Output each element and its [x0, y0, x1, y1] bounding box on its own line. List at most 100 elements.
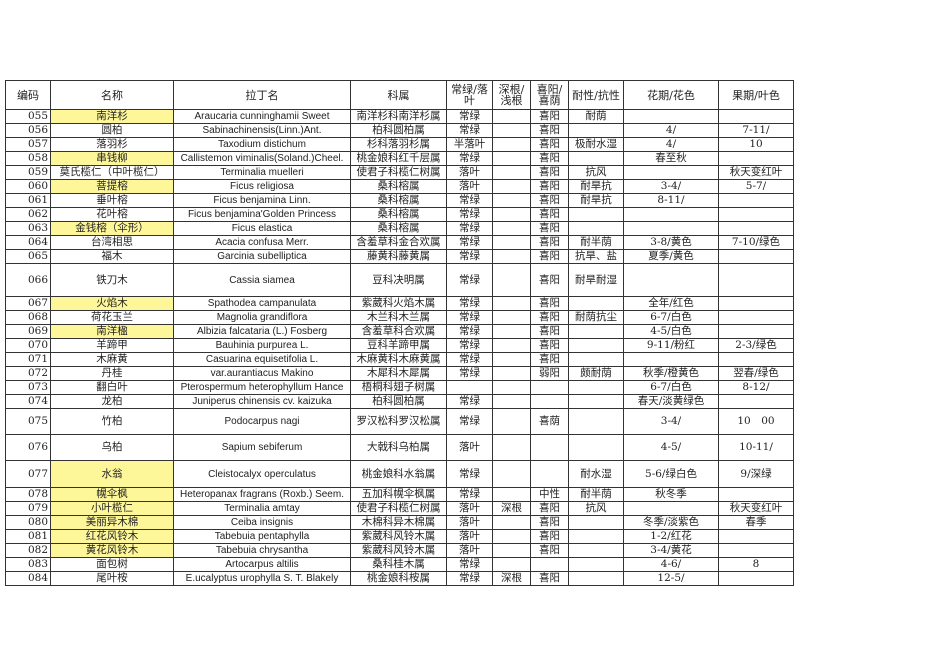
cell-tolerance[interactable] — [568, 324, 624, 339]
cell-family[interactable]: 使君子科榄仁树属 — [350, 165, 447, 180]
cell-tolerance[interactable] — [568, 352, 624, 367]
cell-name[interactable]: 菩提榕 — [50, 179, 174, 194]
cell-light[interactable]: 喜阳 — [530, 571, 569, 586]
cell-name[interactable]: 火焰木 — [50, 296, 174, 311]
cell-root-type[interactable] — [492, 207, 531, 222]
cell-latin-name[interactable]: Acacia confusa Merr. — [173, 235, 351, 250]
cell-fruiting[interactable] — [718, 324, 794, 339]
cell-tolerance[interactable] — [568, 296, 624, 311]
cell-tolerance[interactable] — [568, 221, 624, 236]
cell-light[interactable] — [530, 394, 569, 409]
cell-root-type[interactable] — [492, 394, 531, 409]
cell-leaf-type[interactable]: 落叶 — [446, 515, 493, 530]
cell-leaf-type[interactable]: 常绿 — [446, 296, 493, 311]
cell-light[interactable]: 喜阳 — [530, 501, 569, 516]
cell-tolerance[interactable]: 极耐水湿 — [568, 137, 624, 152]
cell-light[interactable]: 喜阳 — [530, 515, 569, 530]
cell-latin-name[interactable]: Bauhinia purpurea L. — [173, 338, 351, 353]
cell-family[interactable]: 杉科落羽杉属 — [350, 137, 447, 152]
cell-family[interactable]: 柏科圆柏属 — [350, 394, 447, 409]
cell-family[interactable]: 桃金娘科水翁属 — [350, 460, 447, 488]
cell-code[interactable]: 064 — [5, 235, 51, 250]
cell-leaf-type[interactable]: 常绿 — [446, 366, 493, 381]
cell-root-type[interactable] — [492, 249, 531, 264]
cell-code[interactable]: 078 — [5, 487, 51, 502]
cell-name[interactable]: 黄花风铃木 — [50, 543, 174, 558]
cell-code[interactable]: 059 — [5, 165, 51, 180]
cell-name[interactable]: 竹柏 — [50, 408, 174, 435]
cell-latin-name[interactable]: Terminalia amtay — [173, 501, 351, 516]
cell-fruiting[interactable] — [718, 207, 794, 222]
cell-fruiting[interactable]: 7-10/绿色 — [718, 235, 794, 250]
cell-light[interactable]: 喜阳 — [530, 249, 569, 264]
cell-family[interactable]: 豆科决明属 — [350, 263, 447, 297]
cell-tolerance[interactable] — [568, 571, 624, 586]
cell-name[interactable]: 幌伞枫 — [50, 487, 174, 502]
cell-light[interactable] — [530, 434, 569, 461]
cell-light[interactable] — [530, 380, 569, 395]
cell-leaf-type[interactable]: 常绿 — [446, 557, 493, 572]
cell-code[interactable]: 082 — [5, 543, 51, 558]
cell-fruiting[interactable] — [718, 151, 794, 166]
cell-root-type[interactable] — [492, 380, 531, 395]
cell-root-type[interactable] — [492, 543, 531, 558]
cell-light[interactable]: 喜阳 — [530, 221, 569, 236]
cell-tolerance[interactable]: 耐荫抗尘 — [568, 310, 624, 325]
cell-leaf-type[interactable]: 半落叶 — [446, 137, 493, 152]
cell-root-type[interactable] — [492, 352, 531, 367]
cell-leaf-type[interactable]: 常绿 — [446, 460, 493, 488]
cell-latin-name[interactable]: Ficus elastica — [173, 221, 351, 236]
cell-latin-name[interactable]: Sabinachinensis(Linn.)Ant. — [173, 123, 351, 138]
cell-latin-name[interactable]: E.ucalyptus urophylla S. T. Blakely — [173, 571, 351, 586]
cell-leaf-type[interactable]: 落叶 — [446, 434, 493, 461]
cell-name[interactable]: 面包树 — [50, 557, 174, 572]
cell-tolerance[interactable]: 抗风 — [568, 165, 624, 180]
cell-flowering[interactable] — [623, 109, 719, 124]
cell-family[interactable]: 木兰科木兰属 — [350, 310, 447, 325]
cell-code[interactable]: 079 — [5, 501, 51, 516]
cell-tolerance[interactable] — [568, 434, 624, 461]
cell-fruiting[interactable]: 春季 — [718, 515, 794, 530]
cell-code[interactable]: 056 — [5, 123, 51, 138]
cell-root-type[interactable] — [492, 515, 531, 530]
cell-code[interactable]: 058 — [5, 151, 51, 166]
cell-fruiting[interactable]: 5-7/ — [718, 179, 794, 194]
cell-fruiting[interactable] — [718, 487, 794, 502]
cell-fruiting[interactable]: 8-12/ — [718, 380, 794, 395]
cell-leaf-type[interactable]: 落叶 — [446, 529, 493, 544]
cell-family[interactable]: 藤黄科藤黄属 — [350, 249, 447, 264]
cell-flowering[interactable]: 3-4/ — [623, 179, 719, 194]
cell-leaf-type[interactable]: 常绿 — [446, 221, 493, 236]
cell-code[interactable]: 070 — [5, 338, 51, 353]
cell-light[interactable]: 喜荫 — [530, 408, 569, 435]
cell-code[interactable]: 067 — [5, 296, 51, 311]
cell-tolerance[interactable] — [568, 529, 624, 544]
cell-fruiting[interactable]: 10-11/ — [718, 434, 794, 461]
cell-flowering[interactable]: 3-4/ — [623, 408, 719, 435]
cell-code[interactable]: 080 — [5, 515, 51, 530]
cell-fruiting[interactable]: 10 — [718, 137, 794, 152]
cell-fruiting[interactable] — [718, 310, 794, 325]
cell-name[interactable]: 铁刀木 — [50, 263, 174, 297]
cell-flowering[interactable] — [623, 207, 719, 222]
cell-fruiting[interactable]: 8 — [718, 557, 794, 572]
cell-name[interactable]: 乌柏 — [50, 434, 174, 461]
cell-name[interactable]: 荷花玉兰 — [50, 310, 174, 325]
cell-latin-name[interactable]: Casuarina equisetifolia L. — [173, 352, 351, 367]
cell-light[interactable]: 喜阳 — [530, 193, 569, 208]
cell-leaf-type[interactable]: 常绿 — [446, 487, 493, 502]
cell-name[interactable]: 美丽异木棉 — [50, 515, 174, 530]
cell-leaf-type[interactable]: 常绿 — [446, 193, 493, 208]
cell-light[interactable]: 喜阳 — [530, 352, 569, 367]
cell-code[interactable]: 083 — [5, 557, 51, 572]
cell-flowering[interactable]: 5-6/绿白色 — [623, 460, 719, 488]
cell-code[interactable]: 084 — [5, 571, 51, 586]
cell-light[interactable]: 喜阳 — [530, 310, 569, 325]
cell-tolerance[interactable] — [568, 123, 624, 138]
cell-tolerance[interactable]: 耐半荫 — [568, 235, 624, 250]
cell-name[interactable]: 金钱榕（伞形） — [50, 221, 174, 236]
cell-family[interactable]: 桑科榕属 — [350, 207, 447, 222]
cell-tolerance[interactable] — [568, 151, 624, 166]
cell-name[interactable]: 小叶榄仁 — [50, 501, 174, 516]
cell-latin-name[interactable]: Tabebuia pentaphylla — [173, 529, 351, 544]
